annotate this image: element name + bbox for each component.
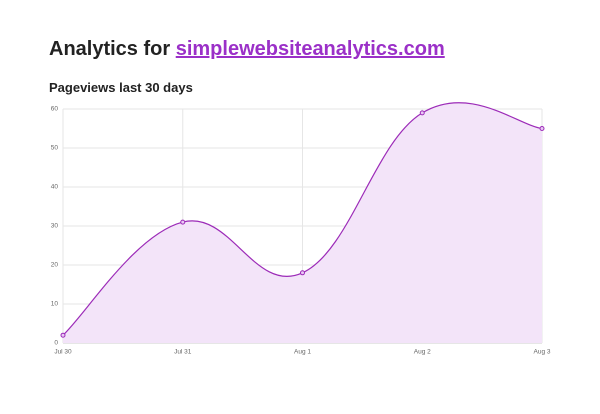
x-tick-label: Aug 1 xyxy=(294,349,311,356)
point xyxy=(60,332,66,338)
x-tick-label: Aug 2 xyxy=(414,349,431,356)
point xyxy=(419,110,425,116)
heading-text: Analytics for xyxy=(49,38,171,60)
x-tick-label: Aug 3 xyxy=(534,349,551,356)
point xyxy=(180,219,186,225)
y-tick-label: 40 xyxy=(51,184,59,191)
x-tick-label: Jul 30 xyxy=(54,349,72,356)
y-tick-label: 50 xyxy=(51,145,59,152)
point xyxy=(300,270,305,276)
y-tick-label: 60 xyxy=(51,106,59,113)
point xyxy=(539,126,545,131)
site-link[interactable]: simplewebsiteanalytics.com xyxy=(175,38,445,60)
x-tick-label: Jul 31 xyxy=(174,349,192,356)
chart-title: Pageviews last 30 days xyxy=(49,80,193,95)
y-tick-label: 20 xyxy=(51,262,59,269)
y-tick-label: 0 xyxy=(54,340,58,347)
y-tick-label: 30 xyxy=(51,223,59,230)
area xyxy=(63,102,542,343)
y-tick-label: 10 xyxy=(51,301,59,308)
heading: Analytics for simplewebsiteanalytics.com xyxy=(49,38,445,61)
